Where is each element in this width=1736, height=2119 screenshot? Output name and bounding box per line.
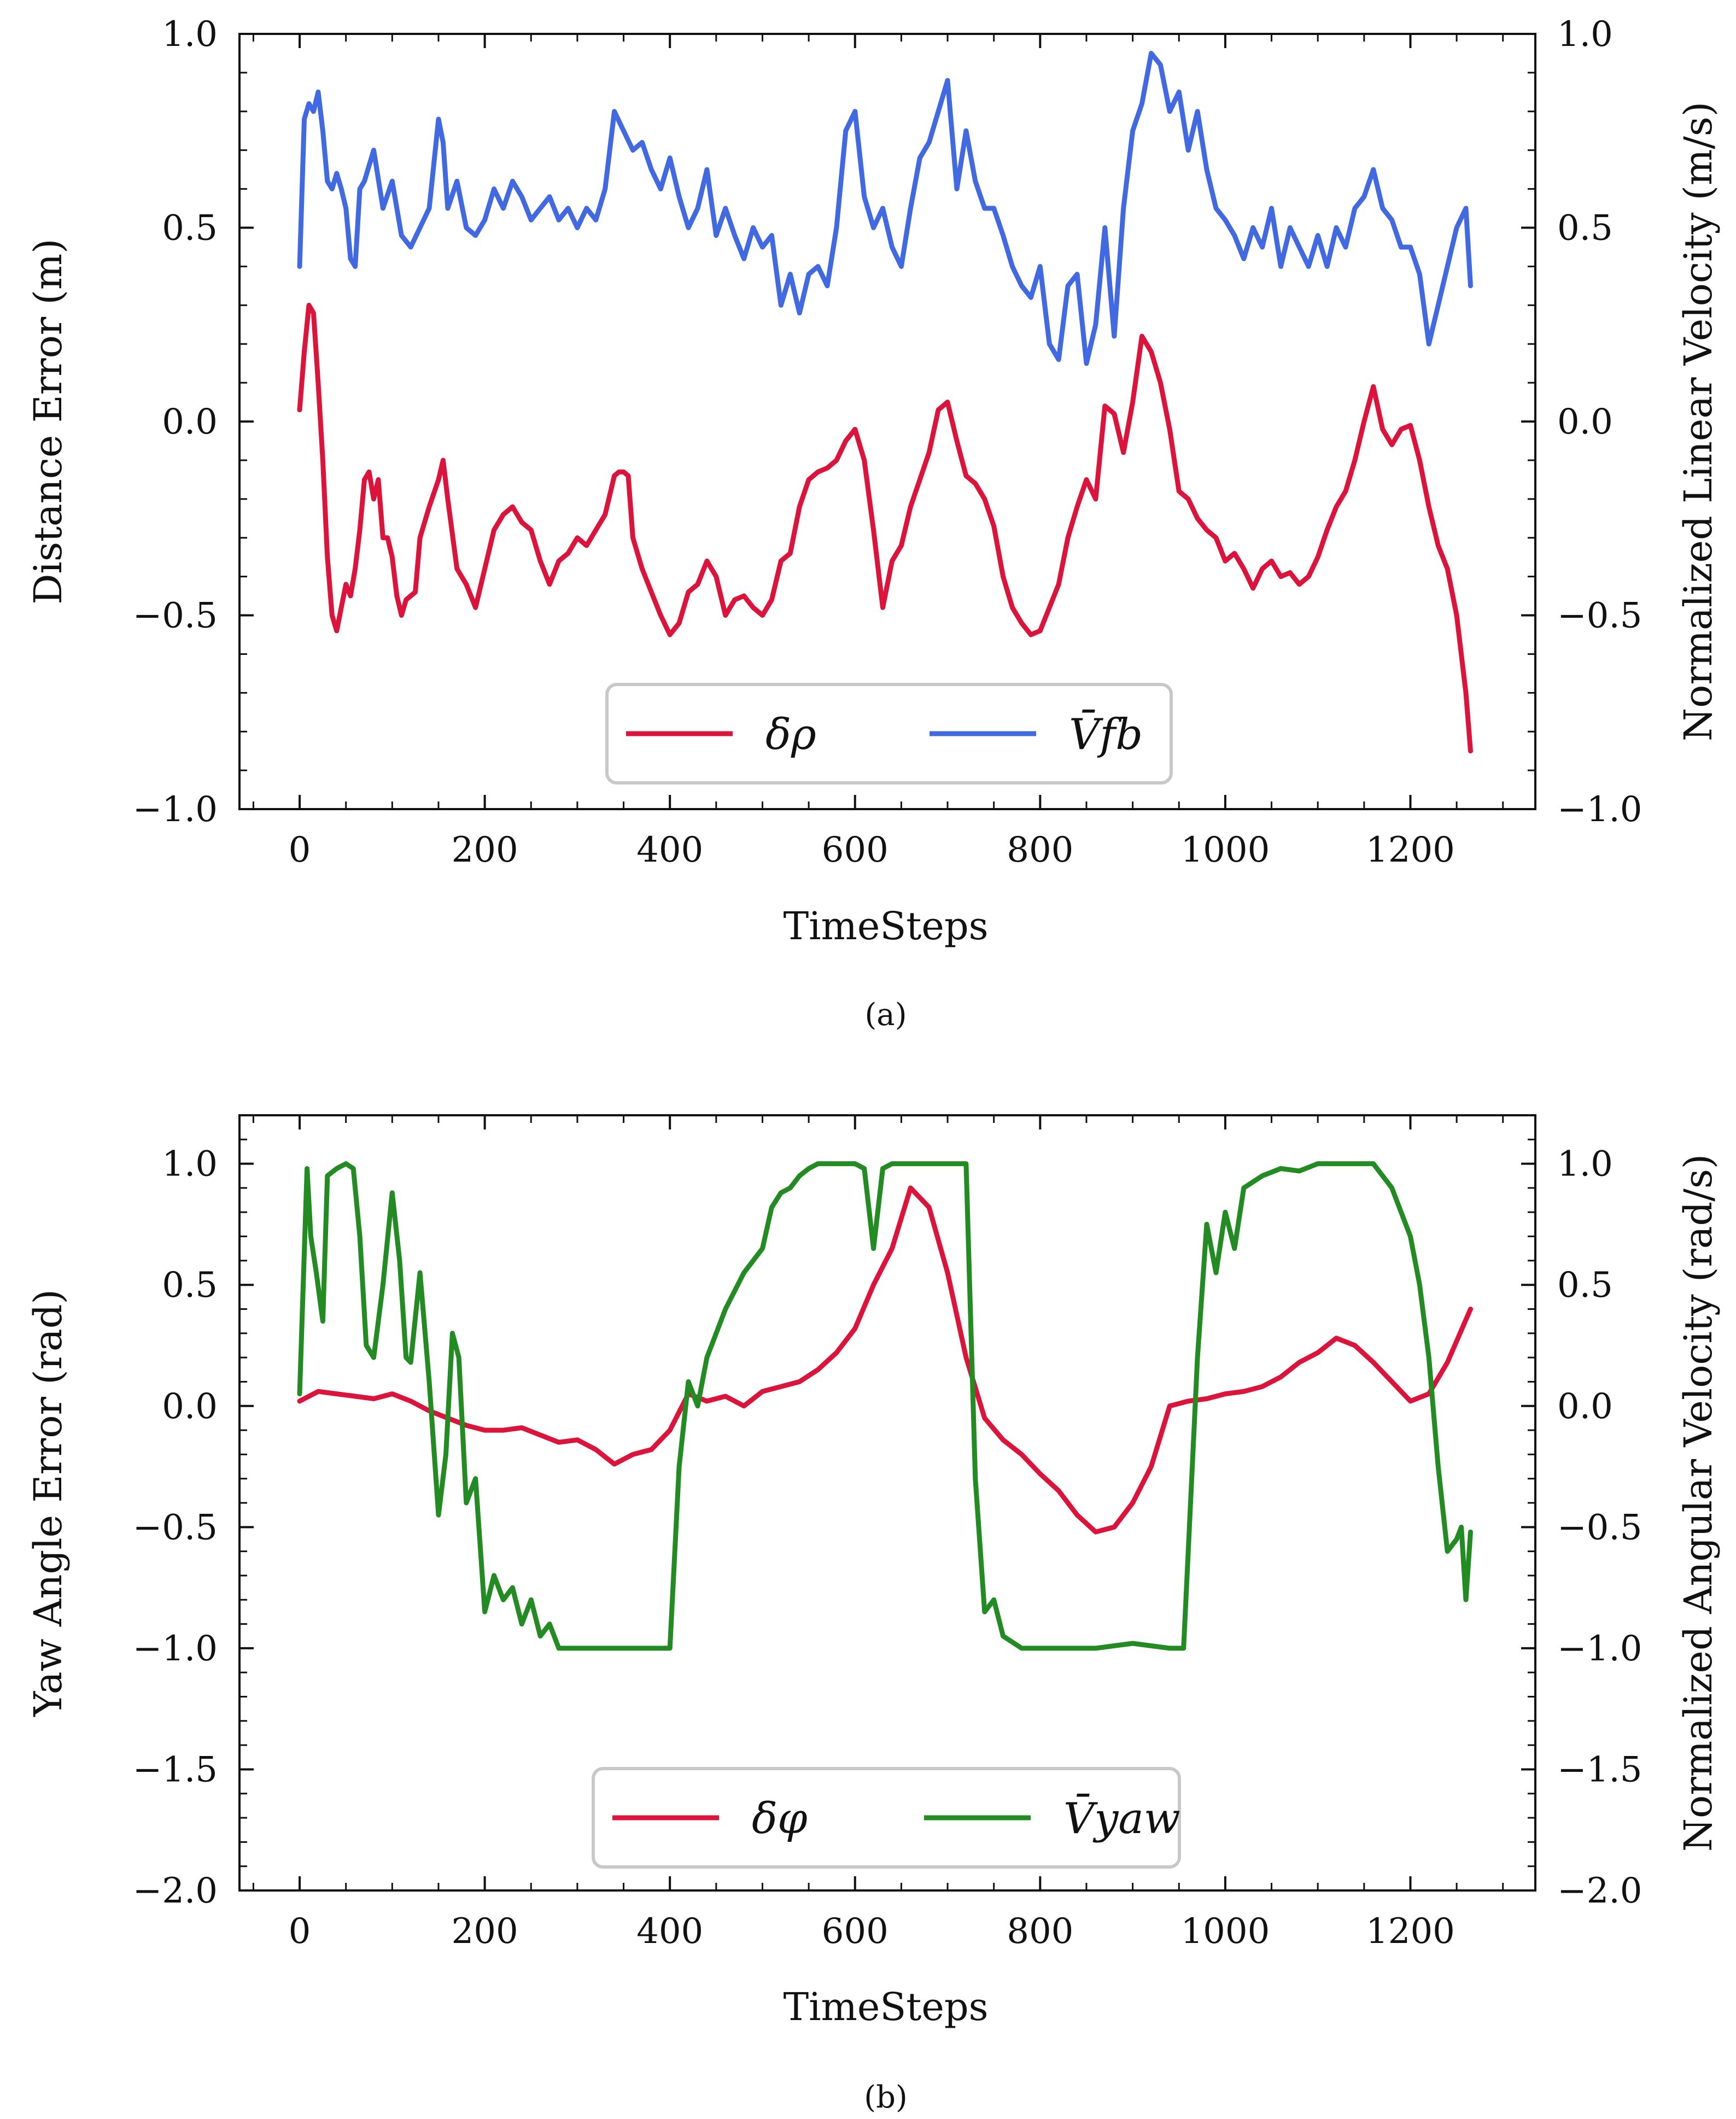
y-tick-label-right: 0.5	[1557, 1265, 1613, 1306]
y-tick-label-left: 0.0	[162, 402, 218, 442]
legend-label-v-fb: V̄fb	[1069, 709, 1143, 759]
x-tick-label: 200	[452, 830, 518, 870]
panel-b-caption: (b)	[864, 2080, 908, 2115]
x-tick-label: 400	[636, 1911, 703, 1952]
x-tick-label: 400	[636, 830, 703, 870]
panel-a-series	[297, 51, 1473, 754]
y-tick-label-left: −0.5	[133, 1507, 218, 1548]
panel-a-caption: (a)	[864, 997, 907, 1033]
y-tick-label-right: 1.0	[1557, 1144, 1613, 1185]
panel-b-xlabel: TimeSteps	[783, 1985, 988, 2029]
panel-a-y2label: Normalized Linear Velocity (m/s)	[1676, 102, 1721, 741]
x-tick-label: 600	[822, 1911, 889, 1952]
y-tick-label-left: −2.0	[133, 1871, 218, 1911]
y-tick-label-right: −1.0	[1557, 789, 1642, 830]
panel-a-ylabel: Distance Error (m)	[26, 238, 71, 604]
x-tick-label: 600	[822, 830, 889, 870]
y-tick-label-left: 1.0	[162, 1144, 218, 1185]
x-tick-label: 200	[452, 1911, 518, 1952]
x-tick-label: 1000	[1180, 1911, 1270, 1952]
y-tick-label-left: 1.0	[162, 14, 218, 55]
panel-b-y2label: Normalized Angular Velocity (rad/s)	[1676, 1154, 1721, 1852]
y-tick-label-right: −1.0	[1557, 1629, 1642, 1669]
x-tick-label: 1000	[1180, 830, 1270, 870]
y-tick-label-left: −1.0	[133, 789, 218, 830]
y-tick-label-left: −1.5	[133, 1749, 218, 1790]
panel-b-ticks: 0 200 400 600 800 1000 1200 −2.0 −2.0 −1.5 −1.5 −1.…	[133, 1114, 1642, 1952]
y-tick-label-left: 0.5	[162, 1265, 218, 1306]
y-tick-label-left: 0.5	[162, 208, 218, 249]
series-line-a-1	[297, 51, 1473, 366]
y-tick-label-right: 0.0	[1557, 402, 1613, 442]
legend-label-v-yaw: V̄yaw	[1063, 1793, 1180, 1843]
y-tick-label-left: 0.0	[162, 1386, 218, 1427]
x-tick-label: 800	[1007, 1911, 1073, 1952]
y-tick-label-right: 0.0	[1557, 1386, 1613, 1427]
series-line-b-0	[297, 1185, 1473, 1535]
x-tick-label: 800	[1007, 830, 1073, 870]
y-tick-label-right: −0.5	[1557, 1507, 1642, 1548]
panel-a-ticks: 0 200 400 600 800 1000 1200 −1.0 −1.0 −0.5 −0.5 0.0…	[133, 14, 1643, 870]
legend-label-delta-rho: δρ	[765, 710, 816, 759]
panel-a-xlabel: TimeSteps	[783, 904, 988, 949]
panel-a-legend: δρ V̄fb	[605, 683, 1173, 785]
series-line-b-1	[297, 1161, 1473, 1651]
panel-b-series	[297, 1161, 1473, 1651]
y-tick-label-right: −2.0	[1557, 1871, 1642, 1911]
y-tick-label-left: −0.5	[133, 596, 218, 636]
panel-b-ylabel: Yaw Angle Error (rad)	[26, 1289, 71, 1717]
x-tick-label: 1200	[1366, 830, 1455, 870]
y-tick-label-right: 1.0	[1557, 14, 1613, 55]
panel-b: 0 200 400 600 800 1000 1200 −2.0 −2.0 −1.5 −1.5 −1.…	[26, 1114, 1721, 2115]
y-tick-label-right: −0.5	[1557, 596, 1642, 636]
x-tick-label: 0	[289, 830, 311, 870]
panel-a: 0 200 400 600 800 1000 1200 −1.0 −1.0 −0.5 −0.5 0.0…	[26, 14, 1721, 1033]
legend-label-delta-phi: δφ	[752, 1794, 808, 1843]
x-tick-label: 1200	[1366, 1911, 1455, 1952]
series-line-a-0	[297, 302, 1473, 754]
y-tick-label-left: −1.0	[133, 1629, 218, 1669]
y-tick-label-right: 0.5	[1557, 208, 1613, 249]
x-tick-label: 0	[289, 1911, 311, 1952]
y-tick-label-right: −1.5	[1557, 1749, 1642, 1790]
panel-b-legend: δφ V̄yaw	[592, 1767, 1181, 1869]
